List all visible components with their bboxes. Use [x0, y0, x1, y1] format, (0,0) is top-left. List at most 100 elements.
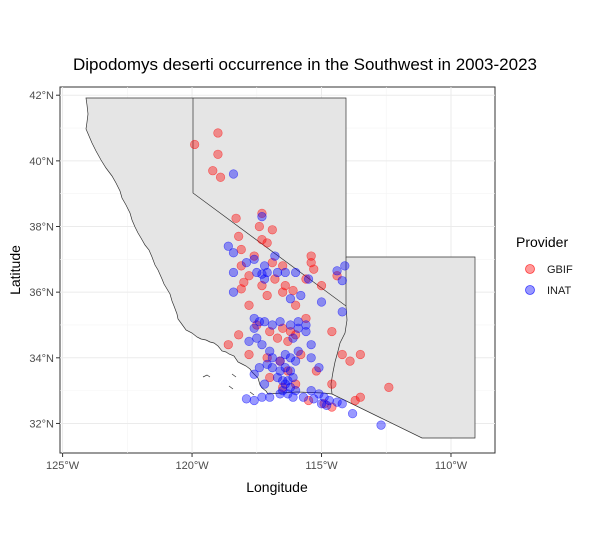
point-gbif	[263, 239, 272, 248]
point-inat	[286, 294, 295, 303]
point-gbif	[385, 383, 394, 392]
point-gbif	[309, 265, 318, 274]
point-inat	[229, 288, 238, 297]
point-inat	[299, 393, 308, 402]
point-inat	[245, 337, 254, 346]
point-inat	[307, 340, 316, 349]
point-inat	[294, 347, 303, 356]
point-gbif	[237, 285, 246, 294]
y-tick-label: 40°N	[29, 156, 54, 168]
point-gbif	[224, 340, 233, 349]
point-gbif	[278, 288, 287, 297]
x-tick-label: 110°W	[435, 460, 468, 472]
point-inat	[258, 212, 267, 221]
point-inat	[338, 399, 347, 408]
legend-title: Provider	[516, 234, 568, 250]
point-inat	[276, 390, 285, 399]
x-axis-label: Longitude	[246, 479, 308, 495]
y-tick-label: 38°N	[29, 222, 54, 234]
x-tick-label: 120°W	[175, 460, 209, 472]
plot-panel	[60, 87, 495, 453]
legend-label-inat: INAT	[547, 285, 572, 297]
point-gbif	[208, 166, 217, 175]
point-gbif	[245, 301, 254, 310]
point-gbif	[214, 129, 223, 138]
y-tick-label: 34°N	[29, 353, 54, 365]
point-gbif	[232, 214, 241, 223]
point-inat	[265, 393, 274, 402]
y-axis-label: Latitude	[7, 245, 23, 295]
point-inat	[317, 298, 326, 307]
point-inat	[250, 370, 259, 379]
point-inat	[260, 275, 269, 284]
point-inat	[291, 268, 300, 277]
point-inat	[273, 268, 282, 277]
point-gbif	[190, 140, 199, 149]
point-inat	[291, 357, 300, 366]
point-gbif	[338, 350, 347, 359]
point-gbif	[263, 291, 272, 300]
point-gbif	[234, 232, 243, 241]
legend-item-inat: INAT	[526, 285, 572, 297]
point-inat	[229, 268, 238, 277]
point-inat	[250, 324, 259, 333]
point-gbif	[214, 150, 223, 159]
point-gbif	[328, 327, 337, 336]
point-gbif	[289, 286, 298, 295]
legend-item-gbif: GBIF	[526, 264, 573, 276]
point-gbif	[346, 357, 355, 366]
point-inat	[258, 393, 267, 402]
point-inat	[260, 317, 269, 326]
point-gbif	[216, 173, 225, 182]
point-inat	[377, 421, 386, 430]
point-inat	[307, 386, 316, 395]
point-inat	[252, 268, 261, 277]
point-gbif	[255, 222, 264, 231]
point-inat	[258, 340, 267, 349]
chart-title: Dipodomys deserti occurrence in the Sout…	[73, 55, 537, 74]
point-inat	[309, 395, 318, 404]
point-inat	[242, 395, 251, 404]
y-tick-label: 36°N	[29, 287, 54, 299]
x-tick-label: 125°W	[46, 460, 80, 472]
point-inat	[315, 363, 324, 372]
point-inat	[341, 262, 350, 271]
point-inat	[294, 324, 303, 333]
legend: Provider GBIF INAT	[516, 234, 573, 297]
point-gbif	[356, 350, 365, 359]
point-inat	[289, 334, 298, 343]
point-inat	[271, 252, 280, 261]
x-tick-label: 115°W	[305, 460, 338, 472]
legend-key-gbif	[526, 265, 535, 274]
point-inat	[268, 321, 277, 330]
point-inat	[229, 170, 238, 179]
x-axis: 125°W 120°W 115°W 110°W	[46, 453, 468, 472]
point-inat	[297, 291, 306, 300]
point-inat	[276, 317, 285, 326]
point-inat	[242, 258, 251, 267]
point-inat	[286, 321, 295, 330]
point-gbif	[268, 225, 277, 234]
point-inat	[250, 396, 259, 405]
point-gbif	[317, 281, 326, 290]
point-inat	[268, 363, 277, 372]
point-gbif	[356, 393, 365, 402]
legend-label-gbif: GBIF	[547, 264, 573, 276]
point-inat	[250, 255, 259, 264]
point-inat	[304, 275, 313, 284]
point-inat	[289, 393, 298, 402]
point-gbif	[328, 380, 337, 389]
point-gbif	[273, 334, 282, 343]
point-inat	[307, 354, 316, 363]
y-tick-label: 32°N	[29, 418, 54, 430]
point-inat	[302, 321, 311, 330]
point-inat	[333, 267, 342, 276]
point-gbif	[245, 350, 254, 359]
point-inat	[289, 373, 298, 382]
point-inat	[260, 380, 269, 389]
point-inat	[348, 409, 357, 418]
point-inat	[281, 268, 290, 277]
y-tick-label: 42°N	[29, 90, 54, 102]
